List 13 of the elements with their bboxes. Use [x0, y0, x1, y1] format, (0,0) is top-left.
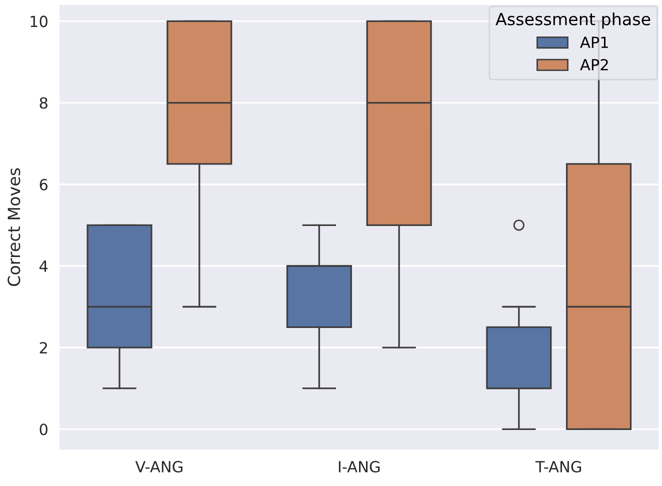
y-tick-label: 2	[40, 342, 47, 354]
x-tick-label: I-ANG	[338, 460, 380, 472]
y-tick-label: 10	[30, 16, 48, 28]
legend-title: Assessment phase	[496, 12, 650, 29]
legend-label: AP1	[580, 36, 608, 48]
x-tick-label: T-ANG	[535, 460, 581, 472]
x-tick-label: V-ANG	[135, 460, 182, 472]
y-axis-title: Correct Moves	[8, 168, 20, 286]
y-tick-label: 4	[39, 260, 48, 272]
y-tick-label: 8	[40, 97, 48, 109]
legend-label: AP2	[580, 58, 608, 70]
y-tick-label: 0	[40, 424, 48, 436]
y-tick-label: 6	[40, 178, 48, 190]
